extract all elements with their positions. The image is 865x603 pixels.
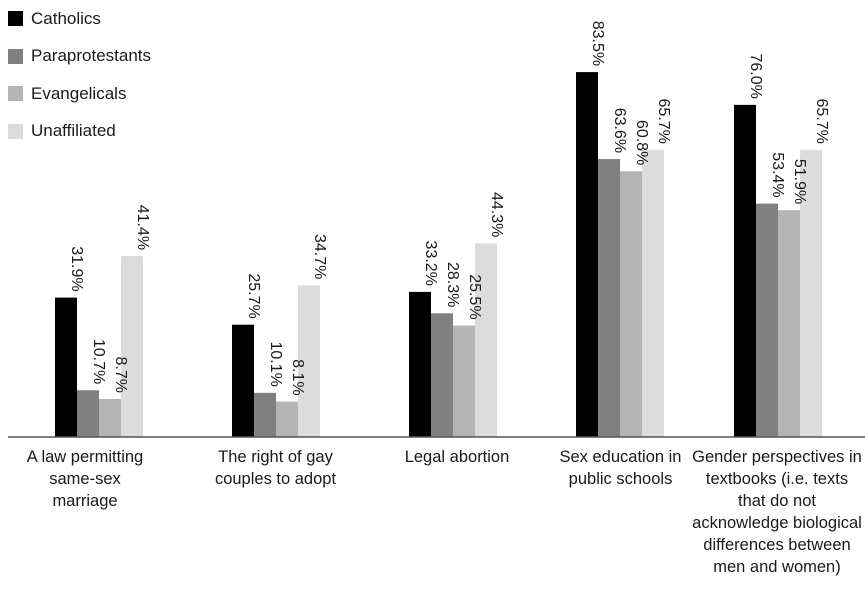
- category-label-sex-education: Sex education in public schools: [559, 448, 682, 488]
- bar-evangelicals-0: [99, 398, 121, 437]
- bar-catholics-2: [409, 291, 431, 437]
- legend: Catholics Paraprotestants Evangelicals U…: [8, 9, 151, 159]
- legend-swatch-evangelicals: [8, 86, 23, 101]
- bar-paraprotestants-2: [431, 313, 453, 437]
- value-label-paraprotestants-2: 28.3%: [444, 262, 461, 307]
- value-label-catholics-3: 83.5%: [589, 21, 606, 66]
- value-label-unaffiliated-0: 41.4%: [134, 205, 151, 250]
- bar-unaffiliated-0: [121, 256, 143, 437]
- value-label-evangelicals-2: 25.5%: [466, 274, 483, 319]
- value-label-unaffiliated-4: 65.7%: [813, 99, 830, 144]
- legend-swatch-unaffiliated: [8, 123, 23, 139]
- bars-layer: [55, 72, 822, 438]
- category-label-gender-perspectives: Gender perspectives in textbooks (i.e. t…: [692, 448, 862, 576]
- value-labels-layer: 31.9% 25.7% 33.2% 83.5% 76.0% 10.7% 10.1% 28.3%…: [68, 21, 830, 396]
- value-label-catholics-1: 25.7%: [245, 273, 262, 318]
- value-label-catholics-0: 31.9%: [68, 246, 85, 291]
- bar-unaffiliated-2: [475, 243, 497, 437]
- legend-item-paraprotestants: Paraprotestants: [8, 46, 152, 66]
- legend-swatch-catholics: [8, 11, 23, 26]
- value-label-catholics-2: 33.2%: [422, 241, 439, 286]
- bar-catholics-0: [55, 297, 77, 437]
- value-label-unaffiliated-3: 65.7%: [655, 99, 672, 144]
- legend-item-catholics: Catholics: [8, 9, 151, 28]
- value-label-evangelicals-3: 60.8%: [633, 120, 650, 165]
- bar-evangelicals-3: [620, 171, 642, 437]
- bar-unaffiliated-1: [298, 285, 320, 437]
- bar-paraprotestants-4: [756, 203, 778, 437]
- bar-catholics-3: [576, 72, 598, 437]
- legend-label-paraprotestants: Paraprotestants: [31, 46, 152, 65]
- category-label-gay-adoption: The right of gay couples to adopt: [214, 448, 337, 488]
- bar-evangelicals-4: [778, 210, 800, 437]
- bar-evangelicals-1: [276, 401, 298, 437]
- category-label-legal-abortion: Legal abortion: [404, 448, 510, 466]
- legend-swatch-paraprotestants: [8, 48, 23, 64]
- value-label-paraprotestants-4: 53.4%: [769, 152, 786, 197]
- legend-item-evangelicals: Evangelicals: [8, 84, 151, 103]
- value-label-evangelicals-1: 8.1%: [289, 359, 306, 395]
- bar-evangelicals-2: [453, 325, 475, 437]
- bar-paraprotestants-0: [77, 390, 99, 437]
- legend-label-catholics: Catholics: [31, 8, 101, 28]
- value-label-evangelicals-4: 51.9%: [791, 159, 808, 204]
- value-label-paraprotestants-3: 63.6%: [611, 108, 628, 153]
- bar-unaffiliated-4: [800, 149, 822, 438]
- value-label-unaffiliated-1: 34.7%: [311, 234, 328, 279]
- legend-label-unaffiliated: Unaffiliated: [31, 121, 116, 140]
- value-label-paraprotestants-0: 10.7%: [90, 339, 107, 384]
- bar-catholics-1: [232, 324, 254, 437]
- bar-paraprotestants-3: [598, 159, 620, 437]
- value-label-catholics-4: 76.0%: [747, 54, 764, 99]
- value-label-unaffiliated-2: 44.3%: [488, 192, 505, 237]
- category-label-same-sex-marriage: A law permitting same-sex marriage: [26, 448, 144, 510]
- bar-catholics-4: [734, 104, 756, 437]
- value-label-evangelicals-0: 8.7%: [112, 357, 129, 393]
- bar-unaffiliated-3: [642, 149, 664, 438]
- bar-paraprotestants-1: [254, 392, 276, 437]
- value-label-paraprotestants-1: 10.1%: [267, 341, 284, 386]
- legend-label-evangelicals: Evangelicals: [31, 83, 127, 103]
- legend-item-unaffiliated: Unaffiliated: [8, 121, 151, 141]
